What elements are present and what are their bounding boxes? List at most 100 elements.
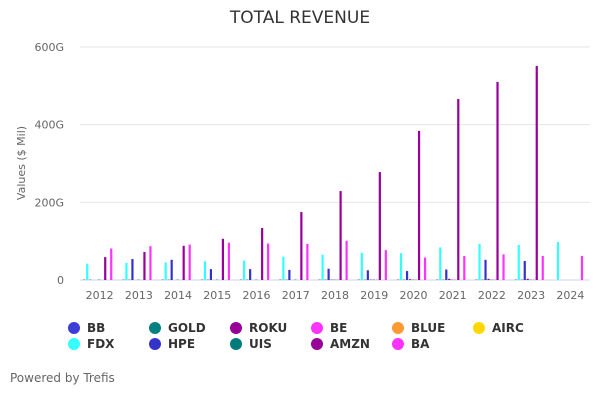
bar-hpe-2013 bbox=[131, 259, 134, 280]
bar-ba-2019 bbox=[384, 250, 387, 280]
bar-amzn-2015 bbox=[221, 238, 225, 280]
legend-marker-icon bbox=[230, 337, 242, 350]
legend-label: AMZN bbox=[330, 336, 370, 351]
legend-item-ba[interactable]: BA bbox=[392, 336, 473, 351]
legend-label: GOLD bbox=[168, 320, 206, 335]
legend-label: UIS bbox=[249, 336, 272, 351]
legend-item-roku[interactable]: ROKU bbox=[230, 320, 311, 335]
x-tick-label: 2020 bbox=[399, 289, 427, 302]
legend-label: BB bbox=[87, 320, 106, 335]
legend: BB GOLD ROKU BE BLUE AIRC FDX HPE UIS AMZN BA bbox=[68, 320, 588, 351]
legend-item-amzn[interactable]: AMZN bbox=[311, 336, 392, 351]
bar-hpe-2015 bbox=[209, 269, 213, 280]
bar-hpe-2019 bbox=[366, 270, 369, 280]
x-tick-label: 2015 bbox=[203, 289, 231, 302]
bar-amzn-2021 bbox=[457, 99, 460, 280]
bar-amzn-2023 bbox=[535, 66, 538, 280]
chart-title: TOTAL REVENUE bbox=[229, 8, 371, 28]
x-tick-label: 2013 bbox=[125, 289, 153, 302]
bar-fdx-2020 bbox=[399, 253, 403, 280]
legend-item-blue[interactable]: BLUE bbox=[392, 320, 473, 335]
bar-ba-2024 bbox=[580, 255, 584, 280]
bar-ba-2022 bbox=[502, 254, 505, 280]
bar-ba-2023 bbox=[541, 255, 544, 280]
legend-marker-icon bbox=[149, 337, 161, 350]
bar-amzn-2016 bbox=[261, 227, 264, 280]
bar-fdx-2016 bbox=[243, 260, 246, 280]
bar-fdx-2018 bbox=[321, 254, 324, 280]
bar-roku-2023 bbox=[526, 278, 529, 280]
bar-fdx-2012 bbox=[86, 263, 89, 280]
bar-fdx-2023 bbox=[517, 245, 520, 280]
legend-label: BLUE bbox=[411, 320, 446, 335]
x-tick-label: 2019 bbox=[360, 289, 388, 302]
legend-label: AIRC bbox=[492, 320, 524, 335]
legend-marker-icon bbox=[311, 337, 323, 350]
legend-item-fdx[interactable]: FDX bbox=[68, 336, 149, 351]
bar-roku-2022 bbox=[487, 278, 490, 280]
bar-chart: 0 200G 400G 600G Values ($ Mil) 2012 2013 2014 2… bbox=[15, 41, 590, 302]
x-tick-label: 2024 bbox=[556, 289, 584, 302]
x-tick-label: 2014 bbox=[164, 289, 192, 302]
x-tick-label: 2017 bbox=[282, 289, 310, 302]
x-tick-label: 2021 bbox=[439, 289, 467, 302]
bar-amzn-2014 bbox=[182, 245, 185, 280]
bar-roku-2020 bbox=[408, 279, 412, 280]
legend-label: BA bbox=[411, 336, 430, 351]
legend-label: ROKU bbox=[249, 320, 288, 335]
x-tick-label: 2022 bbox=[478, 289, 506, 302]
bar-ba-2015 bbox=[227, 242, 231, 280]
legend-item-uis[interactable]: UIS bbox=[230, 336, 311, 351]
bar-amzn-2013 bbox=[143, 252, 146, 280]
bar-amzn-2018 bbox=[339, 191, 342, 280]
y-tick-label: 400G bbox=[34, 119, 64, 132]
bar-ba-2012 bbox=[110, 248, 113, 280]
legend-marker-icon bbox=[149, 321, 161, 334]
bar-ba-2020 bbox=[423, 257, 427, 280]
bar-hpe-2014 bbox=[170, 259, 173, 280]
legend-item-gold[interactable]: GOLD bbox=[149, 320, 230, 335]
bar-hpe-2022 bbox=[484, 259, 487, 280]
bar-fdx-2019 bbox=[360, 252, 363, 280]
bar-fdx-2015 bbox=[203, 261, 207, 280]
bar-fdx-2014 bbox=[164, 262, 167, 280]
legend-item-be[interactable]: BE bbox=[311, 320, 392, 335]
legend-item-hpe[interactable]: HPE bbox=[149, 336, 230, 351]
bar-ba-2013 bbox=[149, 246, 152, 280]
bar-amzn-2022 bbox=[496, 81, 499, 280]
x-tick-label: 2018 bbox=[321, 289, 349, 302]
bar-fdx-2021 bbox=[439, 247, 442, 280]
bar-fdx-2013 bbox=[125, 262, 128, 280]
legend-marker-icon bbox=[68, 321, 80, 334]
bar-amzn-2020 bbox=[417, 130, 421, 280]
bar-ba-2017 bbox=[306, 243, 309, 280]
bar-roku-2021 bbox=[448, 278, 451, 280]
legend-marker-icon bbox=[392, 337, 404, 350]
bar-hpe-2017 bbox=[288, 269, 291, 280]
bar-ba-2018 bbox=[345, 240, 348, 280]
bar-hpe-2018 bbox=[327, 268, 330, 280]
bar-fdx-2024 bbox=[556, 241, 560, 280]
bar-hpe-2023 bbox=[523, 260, 526, 280]
bar-fdx-2022 bbox=[478, 243, 481, 280]
bar-ba-2016 bbox=[267, 243, 270, 280]
legend-marker-icon bbox=[68, 337, 80, 350]
y-tick-label: 0 bbox=[57, 274, 64, 287]
legend-marker-icon bbox=[473, 321, 485, 334]
legend-item-bb[interactable]: BB bbox=[68, 320, 149, 335]
bar-amzn-2012 bbox=[104, 257, 107, 280]
bar-hpe-2021 bbox=[445, 269, 448, 280]
y-axis-label: Values ($ Mil) bbox=[15, 126, 28, 200]
legend-marker-icon bbox=[392, 321, 404, 334]
bar-ba-2021 bbox=[463, 255, 466, 280]
legend-marker-icon bbox=[311, 321, 323, 334]
bar-ba-2014 bbox=[188, 244, 191, 280]
legend-item-airc[interactable]: AIRC bbox=[473, 320, 554, 335]
x-tick-label: 2016 bbox=[243, 289, 271, 302]
legend-label: FDX bbox=[87, 336, 115, 351]
bar-amzn-2019 bbox=[378, 172, 381, 280]
legend-label: BE bbox=[330, 320, 348, 335]
legend-label: HPE bbox=[168, 336, 196, 351]
bar-hpe-2016 bbox=[249, 269, 252, 280]
powered-by-footer: Powered by Trefis bbox=[10, 371, 115, 385]
